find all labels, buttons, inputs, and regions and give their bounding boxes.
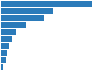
Bar [1, 8, 53, 14]
Bar [1, 43, 9, 49]
Bar [1, 57, 6, 63]
Bar [1, 22, 26, 28]
Bar [1, 29, 16, 35]
Bar [1, 36, 12, 42]
Bar [1, 50, 7, 56]
Bar [1, 1, 92, 7]
Bar [1, 15, 44, 21]
Bar [1, 64, 3, 70]
